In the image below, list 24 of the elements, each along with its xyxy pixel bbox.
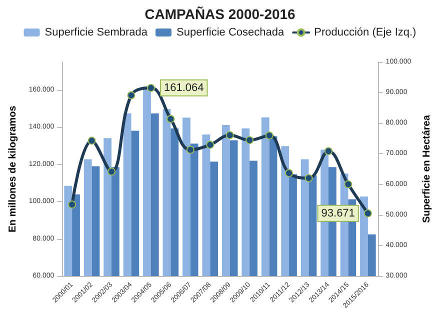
annotation: 93.671 xyxy=(321,207,355,220)
point xyxy=(226,131,234,140)
point xyxy=(146,84,155,92)
point xyxy=(108,168,116,176)
chart-title: CAMPAÑAS 2000-2016 xyxy=(144,6,296,22)
point xyxy=(68,200,76,209)
legend-label: Producción (Eje Izq.) xyxy=(314,26,416,38)
y2-axis-title: Superficie en Hectárea xyxy=(422,114,432,223)
point xyxy=(88,136,96,145)
point xyxy=(186,146,194,154)
point xyxy=(166,114,175,123)
point xyxy=(344,180,352,188)
legend-label: Superficie Cosechada xyxy=(176,26,286,38)
point xyxy=(246,136,254,144)
point xyxy=(324,147,332,156)
point xyxy=(285,169,294,178)
point xyxy=(304,174,313,182)
annotation: 161.064 xyxy=(164,82,204,94)
point xyxy=(364,209,372,218)
point xyxy=(127,91,136,100)
y-axis-title: En millones de kilogramos xyxy=(8,105,18,232)
point xyxy=(265,132,274,140)
point xyxy=(206,140,214,149)
legend-label: Superficie Sembrada xyxy=(44,26,148,38)
